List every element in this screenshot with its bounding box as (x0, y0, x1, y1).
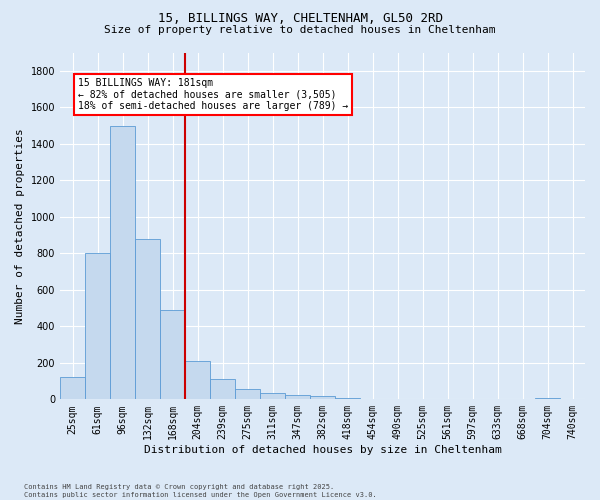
Text: Contains HM Land Registry data © Crown copyright and database right 2025.
Contai: Contains HM Land Registry data © Crown c… (24, 484, 377, 498)
Bar (210, 380, 235, 400)
Bar (160, 310, 185, 400)
X-axis label: Distribution of detached houses by size in Cheltenham: Distribution of detached houses by size … (143, 445, 502, 455)
Text: 15, BILLINGS WAY, CHELTENHAM, GL50 2RD: 15, BILLINGS WAY, CHELTENHAM, GL50 2RD (157, 12, 443, 26)
Bar (335, 398, 360, 400)
Bar (110, 126, 135, 400)
Bar (85, 254, 110, 400)
Bar (135, 238, 160, 400)
Y-axis label: Number of detached properties: Number of detached properties (15, 128, 25, 324)
Bar (285, 395, 310, 400)
Text: 15 BILLINGS WAY: 181sqm
← 82% of detached houses are smaller (3,505)
18% of semi: 15 BILLINGS WAY: 181sqm ← 82% of detache… (77, 78, 348, 112)
Bar (60, 378, 85, 400)
Bar (535, 398, 560, 400)
Bar (185, 361, 210, 400)
Bar (235, 390, 260, 400)
Bar (310, 396, 335, 400)
Bar (260, 393, 285, 400)
Text: Size of property relative to detached houses in Cheltenham: Size of property relative to detached ho… (104, 25, 496, 35)
